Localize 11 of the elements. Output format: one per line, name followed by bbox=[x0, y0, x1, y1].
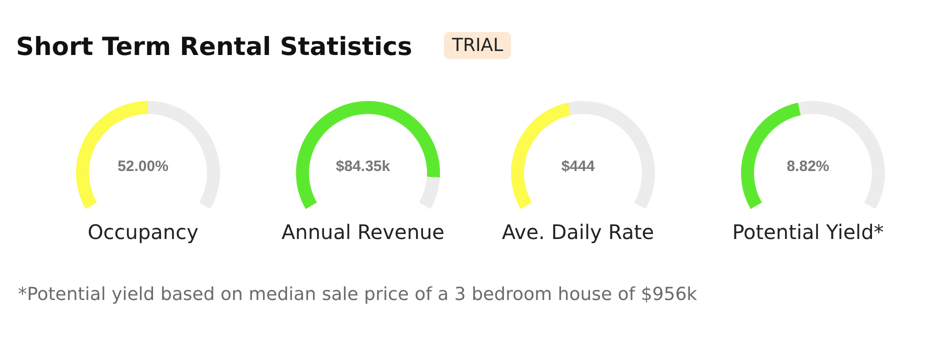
text: 52.00% bbox=[116, 158, 170, 175]
text: TRIAL bbox=[444, 32, 512, 59]
text: $84.35k bbox=[334, 158, 392, 175]
text: Annual Revenue bbox=[280, 220, 446, 244]
text: Ave. Daily Rate bbox=[500, 220, 656, 244]
text: Short Term Rental Statistics bbox=[16, 32, 412, 61]
text: Occupancy bbox=[86, 220, 200, 244]
text: 8.82% bbox=[786, 158, 830, 175]
text: Potential Yield* bbox=[731, 220, 885, 244]
text: $444 bbox=[560, 158, 596, 175]
text: *Potential yield based on median sale price of a 3 bedroom house of $956k bbox=[18, 284, 698, 305]
